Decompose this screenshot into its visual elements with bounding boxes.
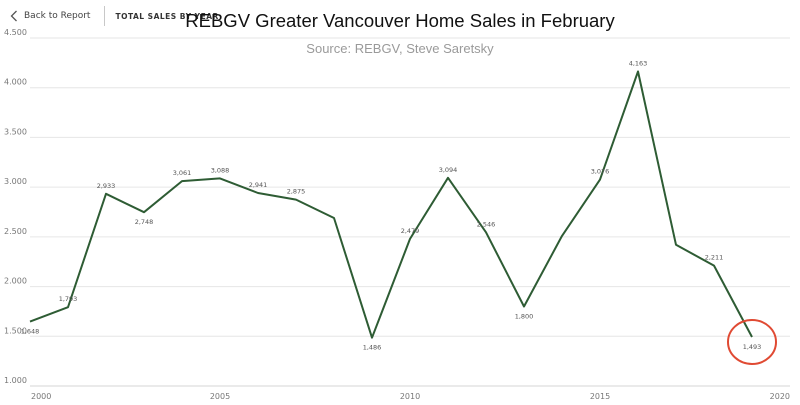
data-label: 4,163	[629, 60, 648, 68]
data-label: 2,748	[135, 218, 154, 226]
page-breadcrumb: TOTAL SALES BY YEAR	[115, 11, 219, 21]
series-line	[29, 70, 753, 339]
data-label: 2,479	[401, 227, 420, 235]
x-tick-label: 2000	[31, 392, 51, 401]
nav-divider	[104, 6, 106, 26]
data-label: 1,800	[515, 312, 534, 320]
y-tick-label: 3.000	[4, 177, 27, 186]
chart-title: REBGV Greater Vancouver Home Sales in Fe…	[185, 10, 615, 31]
back-to-report-label: Back to Report	[24, 11, 91, 21]
data-label: 2,941	[249, 181, 268, 189]
data-label: 3,061	[173, 169, 192, 177]
chevron-left-icon	[10, 10, 18, 22]
data-label: 2,211	[705, 254, 724, 262]
x-tick-label: 2020	[770, 392, 790, 401]
y-tick-label: 4.000	[4, 78, 27, 87]
top-navigation-bar: Back to Report TOTAL SALES BY YEAR	[0, 0, 219, 32]
data-label: 2,933	[97, 182, 116, 190]
back-to-report-button[interactable]: Back to Report	[0, 0, 104, 32]
y-tick-label: 3.500	[4, 127, 27, 136]
y-tick-label: 1.500	[4, 326, 27, 335]
data-label: 1,486	[363, 344, 382, 352]
y-tick-label: 4.500	[4, 28, 27, 37]
chart-subtitle: Source: REBGV, Steve Saretsky	[306, 41, 494, 56]
y-tick-label: 1.000	[4, 376, 27, 385]
data-label: 2,546	[477, 220, 496, 228]
data-label: 3,088	[211, 166, 230, 174]
y-tick-label: 2.500	[4, 227, 27, 236]
y-tick-label: 2.000	[4, 277, 27, 286]
data-label: 1,793	[59, 295, 78, 303]
data-label: 1,493	[743, 343, 762, 351]
data-label: 3,076	[591, 168, 610, 176]
data-label: 3,094	[439, 166, 458, 174]
highlight-circle	[727, 318, 777, 365]
data-label: 2,875	[287, 188, 306, 196]
data-label: 1,648	[21, 328, 40, 336]
x-tick-label: 2005	[210, 392, 230, 401]
x-tick-label: 2010	[400, 392, 420, 401]
x-tick-label: 2015	[590, 392, 610, 401]
